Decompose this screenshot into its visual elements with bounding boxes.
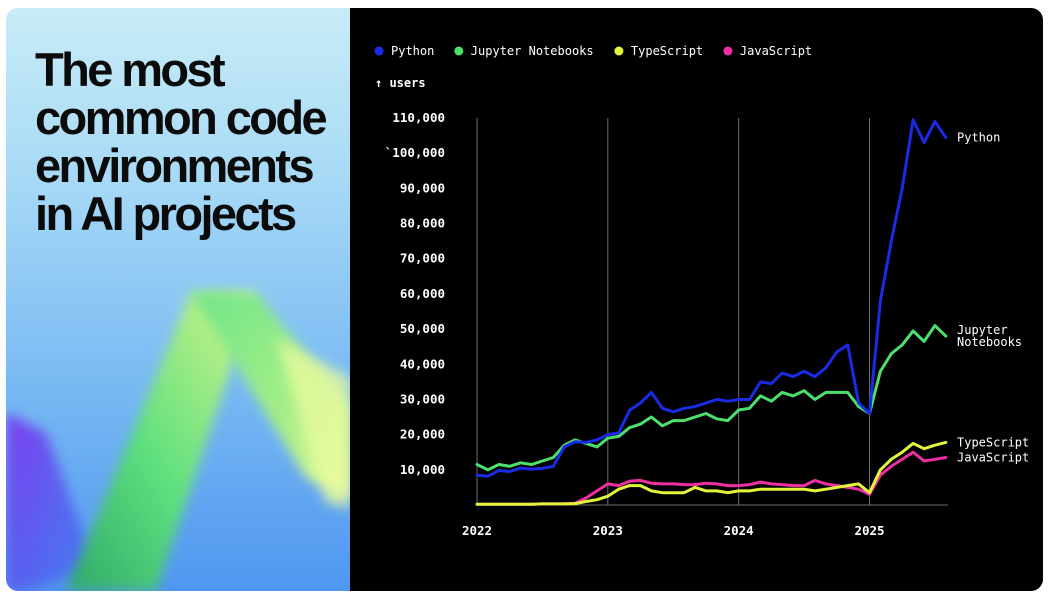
legend-swatch-1 [454,46,464,56]
headline-line: in AI projects [35,187,297,240]
legend-swatch-0 [374,46,384,56]
headline-line: The most [35,43,226,96]
headline-line: environments [35,139,315,192]
hero-panel: The most common code environments in AI … [6,8,350,591]
y-axis-title: ↑ users [375,76,426,90]
chart-panel: Python Jupyter Notebooks TypeScript JavaScr… [350,8,1043,591]
series-end-label: Jupyter [957,323,1008,337]
x-tick-label-2: 2024 [724,523,754,538]
headline-line: common code [35,91,328,144]
y-tick-label-7: 80,000 [400,216,445,231]
legend-swatch-2 [614,46,624,56]
card: The most common code environments in AI … [6,8,1043,591]
ribbon-illustration [6,293,350,591]
y-tick-label-0: 10,000 [400,462,445,477]
y-tick-label-1: 20,000 [400,427,445,442]
y-tick-label-5: 60,000 [400,286,445,301]
series-end-label: JavaScript [957,451,1029,465]
series-end-label: TypeScript [957,435,1029,449]
series-end-label: Notebooks [957,335,1022,349]
y-tick-label-6: 70,000 [400,251,445,266]
x-tick-label-3: 2025 [854,523,884,538]
legend-label-0: Python [391,44,434,58]
series-end-label: Python [957,130,1000,144]
legend-label-3: JavaScript [740,44,812,58]
series-line-python [475,118,948,478]
y-tick-label-9: `100,000 [385,145,445,160]
y-tick-label-10: 110,000 [392,110,445,125]
y-tick-label-2: 30,000 [400,391,445,406]
x-tick-label-0: 2022 [462,523,492,538]
line-chart: Python Jupyter Notebooks TypeScript JavaScr… [374,44,1029,538]
legend-label-2: TypeScript [631,44,703,58]
series-line-typescript [475,440,948,506]
y-tick-label-3: 40,000 [400,356,445,371]
legend-label-1: Jupyter Notebooks [471,44,594,58]
y-tick-label-8: 90,000 [400,180,445,195]
y-tick-label-4: 50,000 [400,321,445,336]
headline: The most common code environments in AI … [35,46,335,238]
legend-swatch-3 [723,46,733,56]
x-tick-label-1: 2023 [593,523,623,538]
